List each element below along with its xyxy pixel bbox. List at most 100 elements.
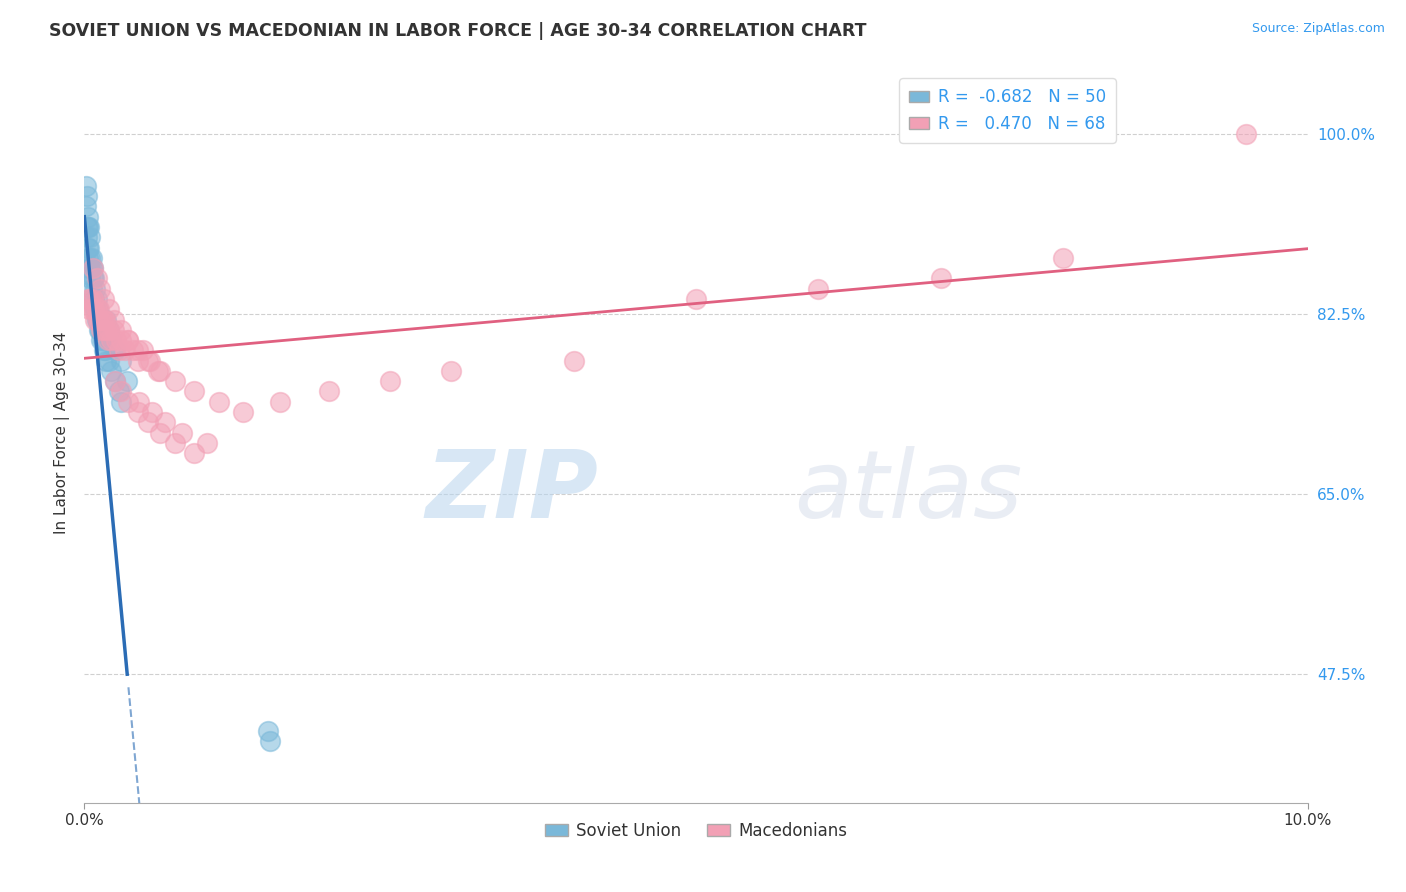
Point [93, 343, 115, 358]
Point [82, 261, 104, 276]
Point [82, 292, 104, 306]
Point [82, 261, 104, 276]
Point [1236, 128, 1258, 142]
Point [84, 312, 107, 326]
Point [77, 219, 100, 234]
Point [90, 333, 112, 347]
Point [86, 271, 108, 285]
Point [122, 343, 145, 358]
Point [87, 302, 110, 317]
Point [77, 302, 100, 317]
Legend: Soviet Union, Macedonians: Soviet Union, Macedonians [538, 815, 853, 847]
Point [89, 323, 111, 337]
Point [257, 723, 280, 738]
Point [87, 312, 110, 326]
Point [76, 219, 98, 234]
Point [87, 312, 110, 326]
Point [115, 374, 138, 388]
Point [136, 353, 159, 368]
Point [76, 230, 98, 244]
Point [96, 353, 118, 368]
Point [269, 394, 291, 409]
Point [562, 353, 585, 368]
Point [84, 282, 107, 296]
Point [77, 251, 100, 265]
Point [79, 261, 101, 276]
Point [107, 384, 129, 399]
Point [82, 271, 104, 285]
Point [153, 415, 176, 429]
Text: Source: ZipAtlas.com: Source: ZipAtlas.com [1251, 22, 1385, 36]
Text: atlas: atlas [794, 446, 1022, 537]
Point [183, 446, 205, 460]
Point [128, 394, 150, 409]
Point [83, 271, 105, 285]
Point [685, 292, 707, 306]
Point [208, 394, 231, 409]
Point [94, 343, 117, 358]
Point [110, 394, 132, 409]
Point [163, 436, 186, 450]
Point [77, 240, 100, 255]
Point [136, 415, 159, 429]
Point [132, 343, 155, 358]
Point [114, 343, 136, 358]
Point [105, 333, 128, 347]
Point [80, 302, 103, 317]
Point [141, 405, 163, 419]
Point [79, 251, 101, 265]
Point [79, 230, 101, 244]
Point [97, 333, 120, 347]
Point [97, 323, 120, 337]
Point [77, 210, 100, 224]
Point [183, 384, 205, 399]
Point [117, 333, 139, 347]
Point [90, 323, 112, 337]
Point [96, 312, 118, 326]
Point [103, 312, 125, 326]
Point [75, 199, 97, 213]
Point [80, 261, 103, 276]
Point [807, 282, 830, 296]
Text: SOVIET UNION VS MACEDONIAN IN LABOR FORCE | AGE 30-34 CORRELATION CHART: SOVIET UNION VS MACEDONIAN IN LABOR FORC… [49, 22, 866, 40]
Point [107, 343, 129, 358]
Point [77, 240, 100, 255]
Point [104, 343, 127, 358]
Point [84, 302, 107, 317]
Point [232, 405, 254, 419]
Point [929, 271, 952, 285]
Point [80, 282, 103, 296]
Point [127, 353, 149, 368]
Point [76, 189, 98, 203]
Text: ZIP: ZIP [425, 446, 598, 538]
Point [93, 292, 115, 306]
Point [89, 282, 111, 296]
Point [127, 405, 149, 419]
Point [77, 261, 100, 276]
Point [110, 323, 132, 337]
Point [100, 364, 122, 378]
Point [91, 312, 114, 326]
Point [86, 312, 108, 326]
Point [77, 219, 100, 234]
Point [89, 312, 111, 326]
Point [117, 333, 139, 347]
Point [94, 312, 117, 326]
Point [318, 384, 340, 399]
Point [149, 425, 172, 440]
Point [93, 323, 115, 337]
Point [96, 323, 118, 337]
Point [87, 323, 110, 337]
Point [86, 292, 108, 306]
Point [100, 333, 122, 347]
Point [82, 292, 104, 306]
Point [110, 333, 132, 347]
Point [163, 374, 186, 388]
Point [380, 374, 402, 388]
Point [80, 251, 103, 265]
Point [83, 302, 105, 317]
Point [97, 353, 120, 368]
Point [127, 343, 149, 358]
Point [110, 384, 132, 399]
Point [79, 292, 101, 306]
